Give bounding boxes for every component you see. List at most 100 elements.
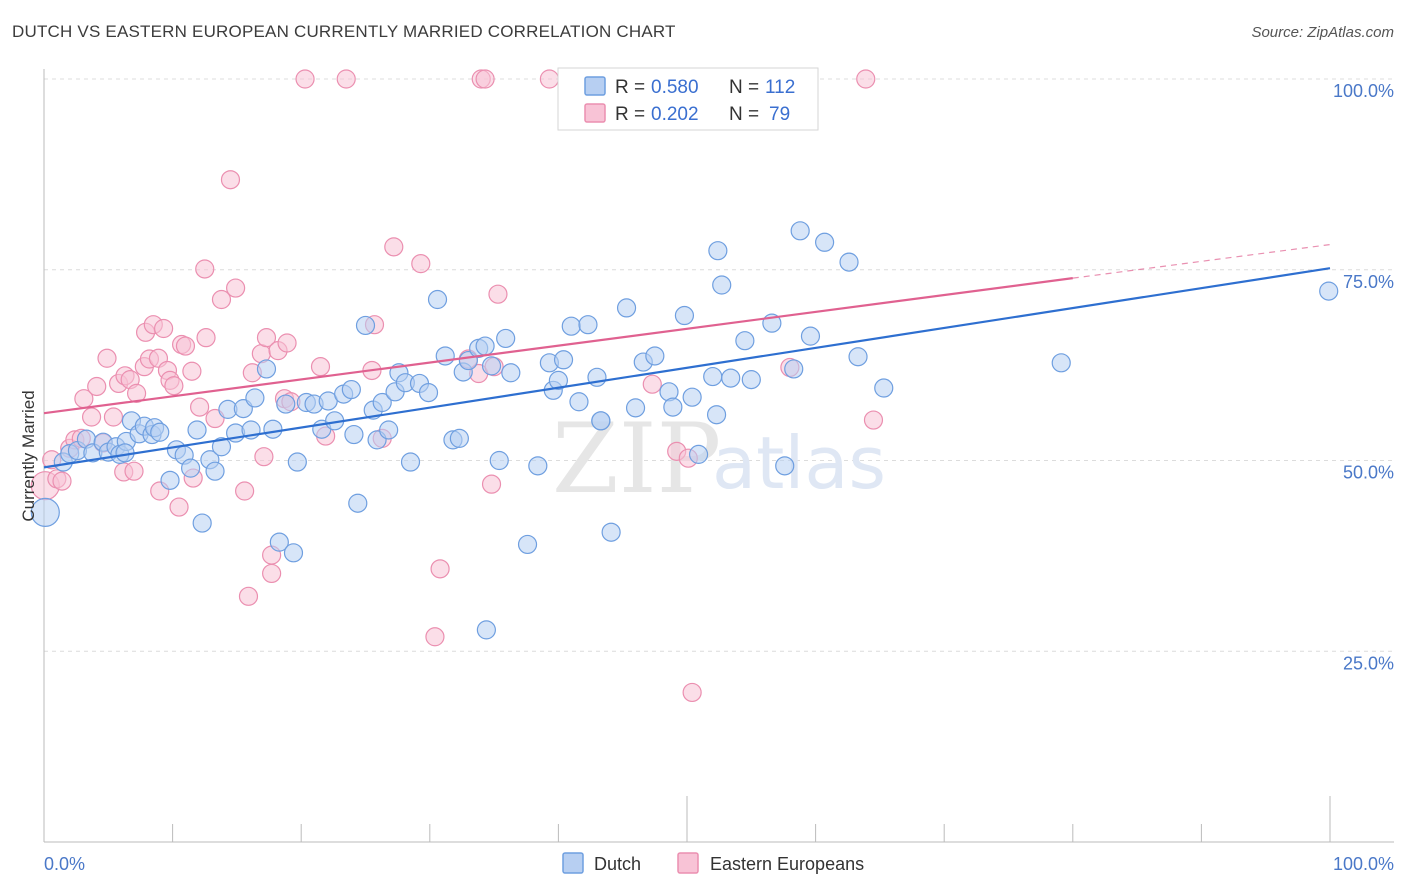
data-point: [153, 318, 174, 339]
data-point: [384, 237, 404, 257]
legend-r-label-dutch: R =: [615, 77, 645, 98]
legend-r-label-eastern: R =: [615, 104, 645, 125]
legend: R = 0.580 N = 112 R = 0.202 N = 79: [557, 67, 819, 131]
legend-swatch-dutch: [584, 76, 606, 96]
data-point: [269, 532, 289, 552]
data-point: [226, 278, 246, 298]
data-point: [616, 298, 637, 318]
data-point: [1051, 353, 1071, 373]
x-tick-label-right: 100.0%: [1333, 854, 1394, 874]
data-point: [263, 419, 283, 439]
data-point: [192, 513, 212, 533]
data-point: [52, 471, 72, 491]
y-axis-label: Currently Married: [19, 390, 38, 521]
data-point: [475, 336, 495, 356]
data-point: [181, 458, 201, 478]
data-point: [775, 456, 795, 476]
data-point: [283, 543, 304, 563]
data-point: [355, 315, 376, 336]
gridlines: [44, 78, 1394, 652]
legend-n-label-dutch: N =: [729, 77, 759, 98]
data-point: [741, 370, 761, 390]
data-point: [682, 387, 702, 407]
legend-r-value-dutch: 0.580: [651, 77, 699, 98]
data-point: [475, 69, 495, 89]
data-point: [706, 405, 727, 425]
data-point: [561, 316, 581, 336]
y-tick-label: 100.0%: [1333, 81, 1394, 101]
data-point: [848, 347, 868, 367]
data-point: [150, 422, 170, 442]
data-point: [517, 534, 538, 555]
data-point: [425, 627, 445, 647]
data-point: [418, 382, 439, 403]
data-point: [427, 289, 448, 310]
data-point: [708, 241, 728, 261]
series-dutch: [30, 221, 1339, 640]
watermark-atlas: atlas: [712, 421, 886, 505]
data-point: [411, 254, 431, 274]
y-tick-label: 75.0%: [1343, 272, 1394, 292]
data-point: [688, 444, 709, 464]
data-point: [211, 437, 232, 457]
data-point: [310, 357, 331, 377]
data-point: [735, 331, 755, 351]
data-point: [277, 333, 297, 353]
data-point: [160, 470, 180, 490]
data-point: [344, 424, 364, 445]
data-point: [800, 326, 821, 346]
legend-n-value-eastern: 79: [769, 104, 790, 125]
bottom-legend-label-eastern: Eastern Europeans: [710, 854, 864, 874]
source-label: Source: ZipAtlas.com: [1251, 24, 1394, 41]
data-point: [1319, 281, 1339, 301]
data-point: [476, 620, 496, 640]
data-point: [262, 563, 282, 584]
data-point: [341, 379, 361, 400]
data-point: [430, 559, 450, 579]
bottom-legend-swatch-eastern: [677, 852, 699, 874]
data-point: [481, 474, 502, 494]
data-point: [488, 284, 508, 304]
data-point: [874, 378, 894, 398]
data-point: [372, 392, 392, 413]
data-point: [663, 397, 683, 417]
data-point: [489, 450, 509, 471]
data-point: [245, 388, 265, 408]
data-point: [256, 328, 277, 348]
bottom-legend-swatch-dutch: [562, 852, 584, 874]
legend-swatch-eastern: [584, 103, 606, 123]
data-point: [449, 428, 469, 448]
data-point: [379, 420, 399, 440]
data-point: [287, 452, 307, 472]
data-point: [400, 452, 421, 472]
data-point: [539, 69, 559, 89]
data-point: [856, 69, 876, 89]
x-tick-label-left: 0.0%: [44, 854, 85, 874]
data-point: [126, 383, 147, 403]
data-point: [548, 370, 569, 390]
data-point: [336, 69, 356, 89]
data-point: [187, 420, 207, 440]
data-point: [721, 368, 741, 388]
data-point: [601, 522, 621, 542]
data-point: [553, 350, 574, 370]
data-point: [682, 682, 702, 703]
data-point: [169, 497, 189, 517]
data-point: [276, 394, 296, 414]
y-tick-label: 50.0%: [1343, 463, 1394, 483]
data-point: [790, 221, 810, 241]
data-point: [175, 336, 196, 356]
data-point: [569, 392, 589, 412]
y-tick-label: 25.0%: [1343, 653, 1394, 673]
data-point: [348, 493, 368, 513]
bottom-legend-label-dutch: Dutch: [594, 854, 641, 874]
data-point: [164, 376, 184, 396]
data-point: [528, 456, 548, 476]
data-point: [496, 328, 516, 349]
trend-line-eastern: [43, 277, 1073, 415]
data-point: [645, 346, 665, 366]
data-point: [103, 407, 124, 427]
data-point: [30, 497, 60, 527]
data-point: [254, 447, 274, 467]
